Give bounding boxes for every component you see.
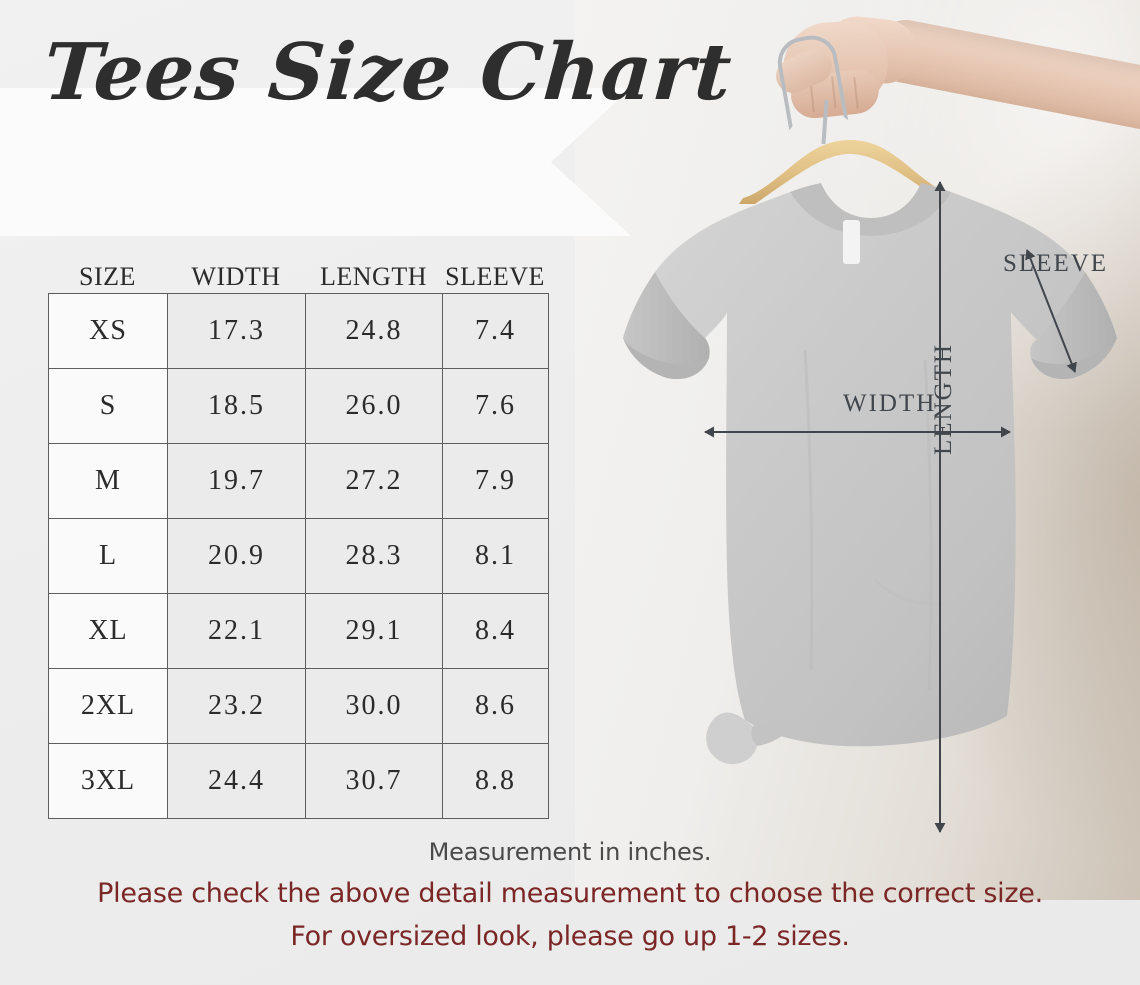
cell-length: 29.1: [305, 593, 443, 669]
title-banner: [0, 88, 631, 236]
cell-sleeve: 7.9: [442, 443, 549, 519]
notes-block: Measurement in inches. Please check the …: [0, 838, 1140, 964]
cell-size: L: [48, 518, 168, 594]
table-row: L 20.9 28.3 8.1: [48, 518, 549, 594]
size-table-wrapper: SIZE WIDTH LENGTH SLEEVE XS 17.3 24.8 7.…: [48, 255, 549, 819]
cell-size: XL: [48, 593, 168, 669]
cell-width: 19.7: [167, 443, 306, 519]
cell-length: 30.7: [305, 743, 443, 819]
column-header-size: SIZE: [79, 262, 136, 291]
cell-width: 18.5: [167, 368, 306, 444]
cell-length: 30.0: [305, 668, 443, 744]
sleeve-arrow: [1025, 249, 1077, 373]
cell-sleeve: 8.6: [442, 668, 549, 744]
note-units: Measurement in inches.: [428, 838, 712, 866]
cell-width: 22.1: [167, 593, 306, 669]
measurement-arrows: [704, 181, 1077, 833]
table-row: M 19.7 27.2 7.9: [48, 443, 549, 519]
cell-length: 28.3: [305, 518, 443, 594]
cell-sleeve: 8.1: [442, 518, 549, 594]
cell-width: 23.2: [167, 668, 306, 744]
table-row: 2XL 23.2 30.0 8.6: [48, 668, 549, 744]
cell-size: M: [48, 443, 168, 519]
cell-size: 3XL: [48, 743, 168, 819]
cell-length: 24.8: [305, 293, 443, 369]
table-row: S 18.5 26.0 7.6: [48, 368, 549, 444]
cell-size: XS: [48, 293, 168, 369]
column-header-sleeve: SLEEVE: [445, 262, 545, 291]
cell-sleeve: 8.4: [442, 593, 549, 669]
table-header-row: SIZE WIDTH LENGTH SLEEVE: [48, 255, 548, 293]
cell-width: 24.4: [167, 743, 306, 819]
cell-sleeve: 8.8: [442, 743, 549, 819]
cell-size: S: [48, 368, 168, 444]
table-row: 3XL 24.4 30.7 8.8: [48, 743, 549, 819]
table-row: XL 22.1 29.1 8.4: [48, 593, 549, 669]
column-header-length: LENGTH: [320, 262, 427, 291]
cell-width: 20.9: [167, 518, 306, 594]
size-table: XS 17.3 24.8 7.4 S 18.5 26.0 7.6 M 19.7 …: [48, 293, 549, 819]
cell-sleeve: 7.4: [442, 293, 549, 369]
note-oversized: For oversized look, please go up 1-2 siz…: [290, 921, 850, 952]
product-photo: [575, 0, 1140, 900]
column-header-width: WIDTH: [191, 262, 281, 291]
page-title: Tees Size Chart: [40, 27, 736, 118]
table-row: XS 17.3 24.8 7.4: [48, 293, 549, 369]
cell-sleeve: 7.6: [442, 368, 549, 444]
cell-width: 17.3: [167, 293, 306, 369]
note-check-measurement: Please check the above detail measuremen…: [97, 878, 1043, 909]
cell-length: 26.0: [305, 368, 443, 444]
cell-size: 2XL: [48, 668, 168, 744]
cell-length: 27.2: [305, 443, 443, 519]
